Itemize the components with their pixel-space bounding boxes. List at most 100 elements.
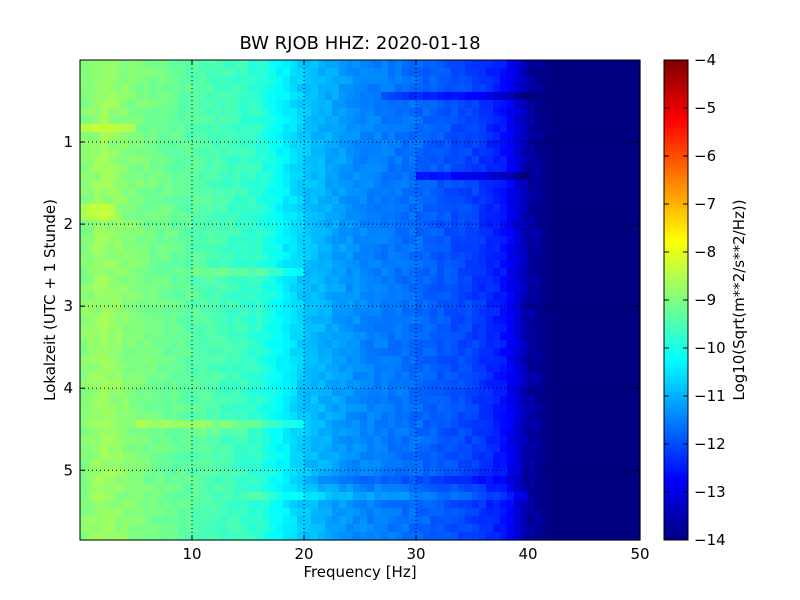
colorbar-segment: [664, 528, 688, 533]
heatmap-cell: [283, 100, 291, 109]
heatmap-cell: [486, 444, 494, 453]
heatmap-cell: [626, 148, 634, 157]
heatmap-cell: [570, 292, 578, 301]
heatmap-cell: [409, 364, 417, 373]
heatmap-cell: [633, 372, 641, 381]
colorbar-segment: [664, 284, 688, 289]
colorbar-segment: [664, 344, 688, 349]
heatmap-cell: [136, 116, 144, 125]
heatmap-cell: [220, 436, 228, 445]
heatmap-cell: [598, 508, 606, 517]
heatmap-cell: [556, 260, 564, 269]
heatmap-cell: [381, 396, 389, 405]
heatmap-cell: [619, 268, 627, 277]
heatmap-cell: [605, 188, 613, 197]
heatmap-cell: [500, 260, 508, 269]
heatmap-cell: [80, 436, 88, 445]
heatmap-cell: [143, 292, 151, 301]
heatmap-cell: [500, 116, 508, 125]
heatmap-cell: [535, 332, 543, 341]
heatmap-cell: [234, 252, 242, 261]
heatmap-cell: [136, 260, 144, 269]
colorbar-segment: [664, 264, 688, 269]
heatmap-cell: [430, 276, 438, 285]
heatmap-cell: [402, 204, 410, 213]
heatmap-cell: [101, 508, 109, 517]
heatmap-cell: [339, 516, 347, 525]
heatmap-cell: [458, 412, 466, 421]
heatmap-cell: [276, 124, 284, 133]
heatmap-cell: [136, 364, 144, 373]
heatmap-cell: [423, 308, 431, 317]
heatmap-cell: [458, 524, 466, 533]
heatmap-cell: [136, 532, 144, 541]
heatmap-cell: [472, 116, 480, 125]
heatmap-cell: [136, 220, 144, 229]
heatmap-cell: [493, 524, 501, 533]
heatmap-cell: [206, 244, 214, 253]
heatmap-cell: [493, 532, 501, 541]
heatmap-cell: [199, 508, 207, 517]
heatmap-cell: [584, 324, 592, 333]
heatmap-cell: [136, 180, 144, 189]
heatmap-cell: [129, 508, 137, 517]
heatmap-cell: [269, 68, 277, 77]
colorbar-segment: [664, 516, 688, 521]
heatmap-cell: [171, 292, 179, 301]
heatmap-cell: [619, 132, 627, 141]
heatmap-cell: [437, 284, 445, 293]
heatmap-cell: [542, 484, 550, 493]
heatmap-cell: [465, 388, 473, 397]
x-axis-ticks: 10 20 30 40 50: [182, 60, 650, 563]
heatmap-cell: [570, 92, 578, 101]
heatmap-cell: [115, 532, 123, 541]
colorbar-segment: [664, 316, 688, 321]
heatmap-cell: [563, 396, 571, 405]
heatmap-cell: [157, 524, 165, 533]
heatmap-cell: [514, 476, 522, 485]
heatmap-cell: [486, 100, 494, 109]
heatmap-cell: [514, 68, 522, 77]
heatmap-cell: [521, 372, 529, 381]
heatmap-cell: [430, 76, 438, 85]
colorbar-segment: [664, 208, 688, 213]
heatmap-cell: [234, 228, 242, 237]
heatmap-cell: [360, 132, 368, 141]
heatmap-cell: [556, 492, 564, 501]
heatmap-cell: [178, 484, 186, 493]
heatmap-cell: [129, 524, 137, 533]
heatmap-cell: [80, 116, 88, 125]
heatmap-cell: [325, 188, 333, 197]
heatmap-cell: [234, 460, 242, 469]
heatmap-cell: [528, 92, 536, 101]
heatmap-cell: [325, 332, 333, 341]
heatmap-cell: [332, 532, 340, 541]
heatmap-cell: [367, 124, 375, 133]
heatmap-cell: [409, 68, 417, 77]
heatmap-cell: [416, 116, 424, 125]
heatmap-cell: [143, 532, 151, 541]
heatmap-cell: [206, 260, 214, 269]
heatmap-cell: [234, 300, 242, 309]
heatmap-cell: [570, 428, 578, 437]
heatmap-cell: [367, 140, 375, 149]
heatmap-cell: [633, 492, 641, 501]
heatmap-cell: [444, 244, 452, 253]
heatmap-cell: [283, 308, 291, 317]
heatmap-cell: [171, 236, 179, 245]
heatmap-cell: [164, 196, 172, 205]
heatmap-cell: [115, 436, 123, 445]
heatmap-cell: [367, 164, 375, 173]
heatmap-cell: [297, 388, 305, 397]
heatmap-cell: [584, 196, 592, 205]
heatmap-cell: [115, 132, 123, 141]
heatmap-cell: [598, 292, 606, 301]
heatmap-cell: [549, 340, 557, 349]
heatmap-cell: [388, 108, 396, 117]
heatmap-cell: [311, 124, 319, 133]
heatmap-cell: [479, 68, 487, 77]
heatmap-cell: [234, 100, 242, 109]
heatmap-cell: [409, 228, 417, 237]
heatmap-cell: [549, 92, 557, 101]
heatmap-cell: [423, 436, 431, 445]
